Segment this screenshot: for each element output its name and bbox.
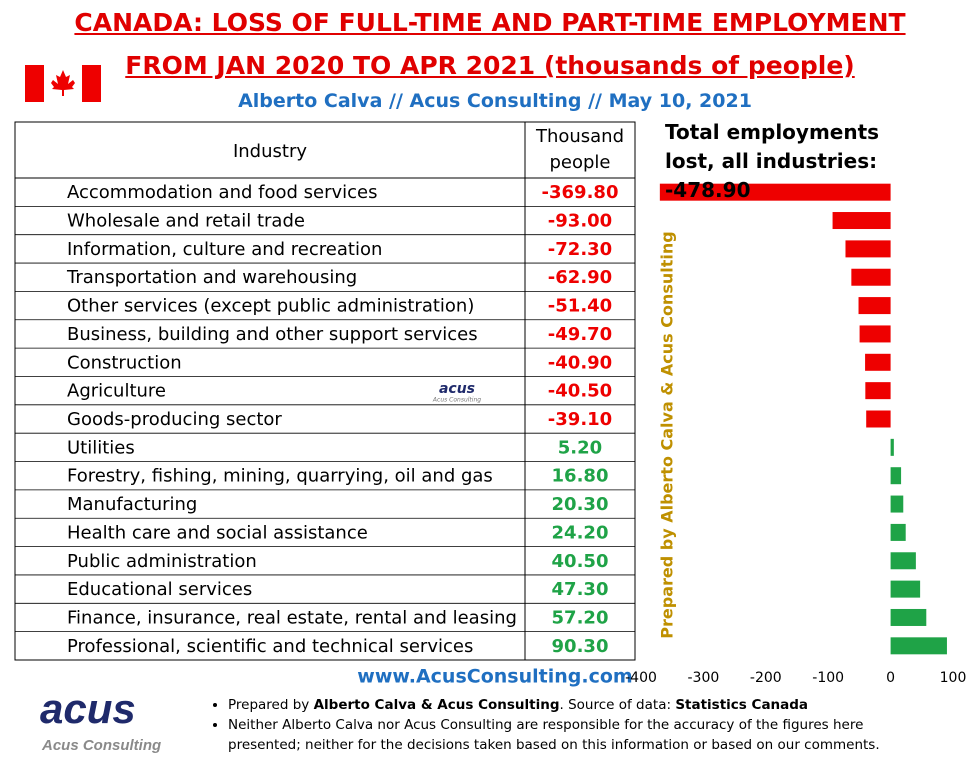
industry-label: Professional, scientific and technical s…	[67, 636, 473, 657]
x-tick-label: 100	[940, 670, 967, 686]
value-label: 90.30	[552, 636, 609, 657]
value-label: 20.30	[552, 494, 609, 515]
value-label: -51.40	[548, 296, 612, 317]
bar	[832, 212, 891, 230]
notes: Prepared by Alberto Calva & Acus Consult…	[210, 695, 928, 755]
industry-label: Business, building and other support ser…	[67, 324, 478, 345]
value-label: -369.80	[542, 182, 619, 203]
value-label: 5.20	[558, 437, 602, 458]
value-label: -93.00	[548, 211, 612, 232]
logo-tagline: Acus Consulting	[41, 737, 161, 754]
bar	[890, 637, 947, 655]
industry-label: Manufacturing	[67, 494, 197, 515]
column-header: Thousand people	[535, 126, 625, 173]
bar	[851, 268, 891, 286]
note-text: Neither Alberto Calva nor Acus Consultin…	[228, 717, 880, 753]
bar	[858, 297, 891, 315]
value-label: -72.30	[548, 239, 612, 260]
bar	[890, 608, 927, 626]
bar	[890, 495, 904, 513]
bar	[890, 523, 906, 541]
note-text: Statistics Canada	[675, 697, 809, 713]
industry-label: Forestry, fishing, mining, quarrying, oi…	[67, 466, 493, 487]
x-tick-label: -300	[688, 670, 720, 686]
x-tick-label: 0	[886, 670, 895, 686]
value-label: -40.50	[548, 381, 612, 402]
note: Prepared by Alberto Calva & Acus Consult…	[228, 695, 928, 715]
bar	[890, 438, 894, 456]
industry-label: Construction	[67, 352, 182, 373]
bar	[890, 552, 916, 570]
industry-label: Goods-producing sector	[67, 409, 282, 430]
industry-label: Information, culture and recreation	[67, 239, 382, 260]
bar	[659, 183, 891, 201]
bar	[865, 382, 891, 400]
x-tick-label: -400	[625, 670, 657, 686]
industry-label: Health care and social assistance	[67, 522, 368, 543]
bar	[845, 240, 891, 258]
side-note: Prepared by Alberto Calva & Acus Consult…	[658, 231, 677, 638]
canada-flag	[25, 65, 101, 102]
column-header: Industry	[233, 141, 307, 162]
industry-label: Other services (except public administra…	[67, 296, 474, 317]
value-label: -39.10	[548, 409, 612, 430]
bar	[865, 353, 891, 371]
bar	[859, 325, 891, 343]
table-watermark: acus	[439, 381, 475, 397]
industry-label: Utilities	[67, 437, 135, 458]
note: Neither Alberto Calva nor Acus Consultin…	[228, 715, 928, 755]
value-label: 16.80	[552, 466, 609, 487]
note-text: Prepared by	[228, 697, 314, 713]
table-border	[14, 121, 636, 661]
industry-label: Wholesale and retail trade	[67, 211, 305, 232]
industry-label: Transportation and warehousing	[66, 267, 357, 288]
bar	[866, 410, 891, 428]
value-label: 40.50	[552, 551, 609, 572]
x-tick-label: -100	[812, 670, 844, 686]
x-tick-label: -200	[750, 670, 782, 686]
industry-label: Accommodation and food services	[67, 182, 378, 203]
value-label: -40.90	[548, 352, 612, 373]
logo-name: acus	[40, 685, 136, 732]
value-label: -49.70	[548, 324, 612, 345]
chart-title: Total employments lost, all industries: …	[665, 120, 880, 202]
table-watermark-tagline: Acus Consulting	[432, 397, 481, 404]
website: www.AcusConsulting.com	[357, 666, 632, 688]
industry-label: Public administration	[67, 551, 257, 572]
note-text: . Source of data:	[559, 697, 676, 713]
bar	[890, 467, 902, 485]
note-text: Alberto Calva & Acus Consulting	[313, 697, 560, 713]
value-label: 47.30	[552, 579, 609, 600]
subtitle: Alberto Calva // Acus Consulting // May …	[238, 90, 752, 112]
industry-label: Educational services	[67, 579, 252, 600]
value-label: -62.90	[548, 267, 612, 288]
value-label: 24.20	[552, 522, 609, 543]
industry-label: Agriculture	[67, 381, 166, 402]
bar	[890, 580, 921, 598]
value-label: 57.20	[552, 607, 609, 628]
title-line: CANADA: LOSS OF FULL-TIME AND PART-TIME …	[74, 8, 906, 37]
title-line: FROM JAN 2020 TO APR 2021 (thousands of …	[125, 51, 855, 80]
industry-label: Finance, insurance, real estate, rental …	[67, 607, 517, 628]
